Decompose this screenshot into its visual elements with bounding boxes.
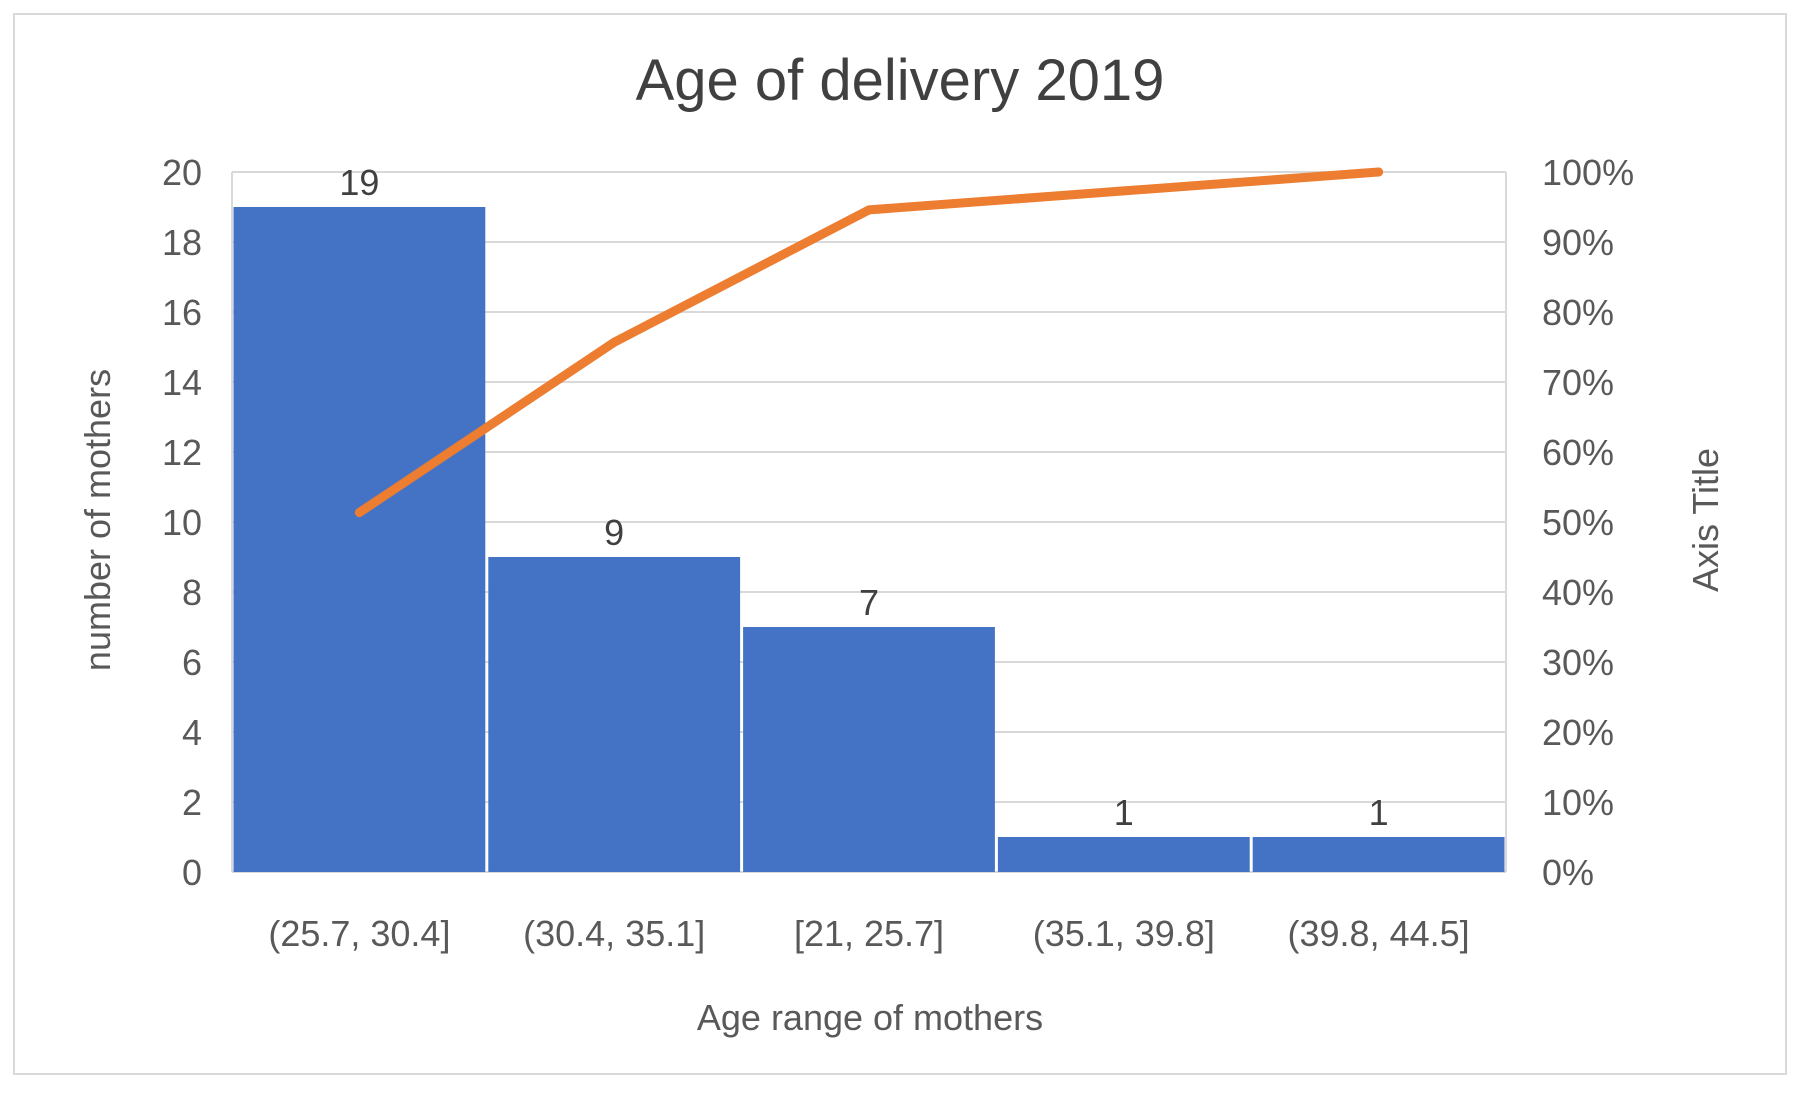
x-tick-label: (35.1, 39.8] xyxy=(1033,913,1215,954)
right-axis-ticks: 0% 10% 20% 30% 40% 50% 60% 70% 80% 90% 100% xyxy=(1542,152,1634,893)
x-tick-label: (39.8, 44.5] xyxy=(1288,913,1470,954)
y-tick-label: 2 xyxy=(182,782,202,823)
bar xyxy=(743,627,995,872)
y2-axis-title: Axis Title xyxy=(1685,448,1726,592)
y-tick-label: 4 xyxy=(182,712,202,753)
y-tick-label: 16 xyxy=(162,292,202,333)
y-tick-label: 8 xyxy=(182,572,202,613)
y-tick-label: 14 xyxy=(162,362,202,403)
bar xyxy=(997,837,1250,872)
cumulative-point xyxy=(354,508,364,518)
chart-title: Age of delivery 2019 xyxy=(636,48,1165,113)
y2-tick-label: 0% xyxy=(1542,852,1594,893)
cumulative-point xyxy=(609,337,619,347)
y-tick-label: 0 xyxy=(182,852,202,893)
bar xyxy=(1252,837,1505,872)
x-axis-ticks: (25.7, 30.4] (30.4, 35.1] [21, 25.7] (35.1,… xyxy=(268,913,1469,954)
bar-data-label: 19 xyxy=(339,162,379,203)
y2-tick-label: 40% xyxy=(1542,572,1614,613)
y2-tick-label: 20% xyxy=(1542,712,1614,753)
y2-tick-label: 100% xyxy=(1542,152,1634,193)
cumulative-line-series xyxy=(354,167,1384,518)
y2-tick-label: 70% xyxy=(1542,362,1614,403)
bar xyxy=(233,207,486,872)
left-axis-ticks: 0 2 4 6 8 10 12 14 16 18 20 xyxy=(162,152,202,893)
bar xyxy=(488,557,741,872)
y-tick-label: 10 xyxy=(162,502,202,543)
y-tick-label: 6 xyxy=(182,642,202,683)
bar-data-label: 9 xyxy=(604,512,624,553)
y2-tick-label: 80% xyxy=(1542,292,1614,333)
y-axis-title: number of mothers xyxy=(77,369,118,671)
cumulative-point xyxy=(1374,167,1384,177)
y-tick-label: 18 xyxy=(162,222,202,263)
y2-tick-label: 30% xyxy=(1542,642,1614,683)
bar-data-label: 1 xyxy=(1114,792,1134,833)
y2-tick-label: 50% xyxy=(1542,502,1614,543)
y2-tick-label: 10% xyxy=(1542,782,1614,823)
bar-data-labels: 19 9 7 1 1 xyxy=(339,162,1388,833)
x-axis-title: Age range of mothers xyxy=(697,997,1043,1038)
bar-data-label: 7 xyxy=(859,582,879,623)
cumulative-point xyxy=(864,205,874,215)
x-tick-label: [21, 25.7] xyxy=(794,913,944,954)
y-tick-label: 20 xyxy=(162,152,202,193)
y2-tick-label: 60% xyxy=(1542,432,1614,473)
cumulative-point xyxy=(1119,186,1129,196)
y2-tick-label: 90% xyxy=(1542,222,1614,263)
x-tick-label: (30.4, 35.1] xyxy=(523,913,705,954)
y-tick-label: 12 xyxy=(162,432,202,473)
bar-data-label: 1 xyxy=(1369,792,1389,833)
bars xyxy=(233,207,1505,872)
x-tick-label: (25.7, 30.4] xyxy=(268,913,450,954)
